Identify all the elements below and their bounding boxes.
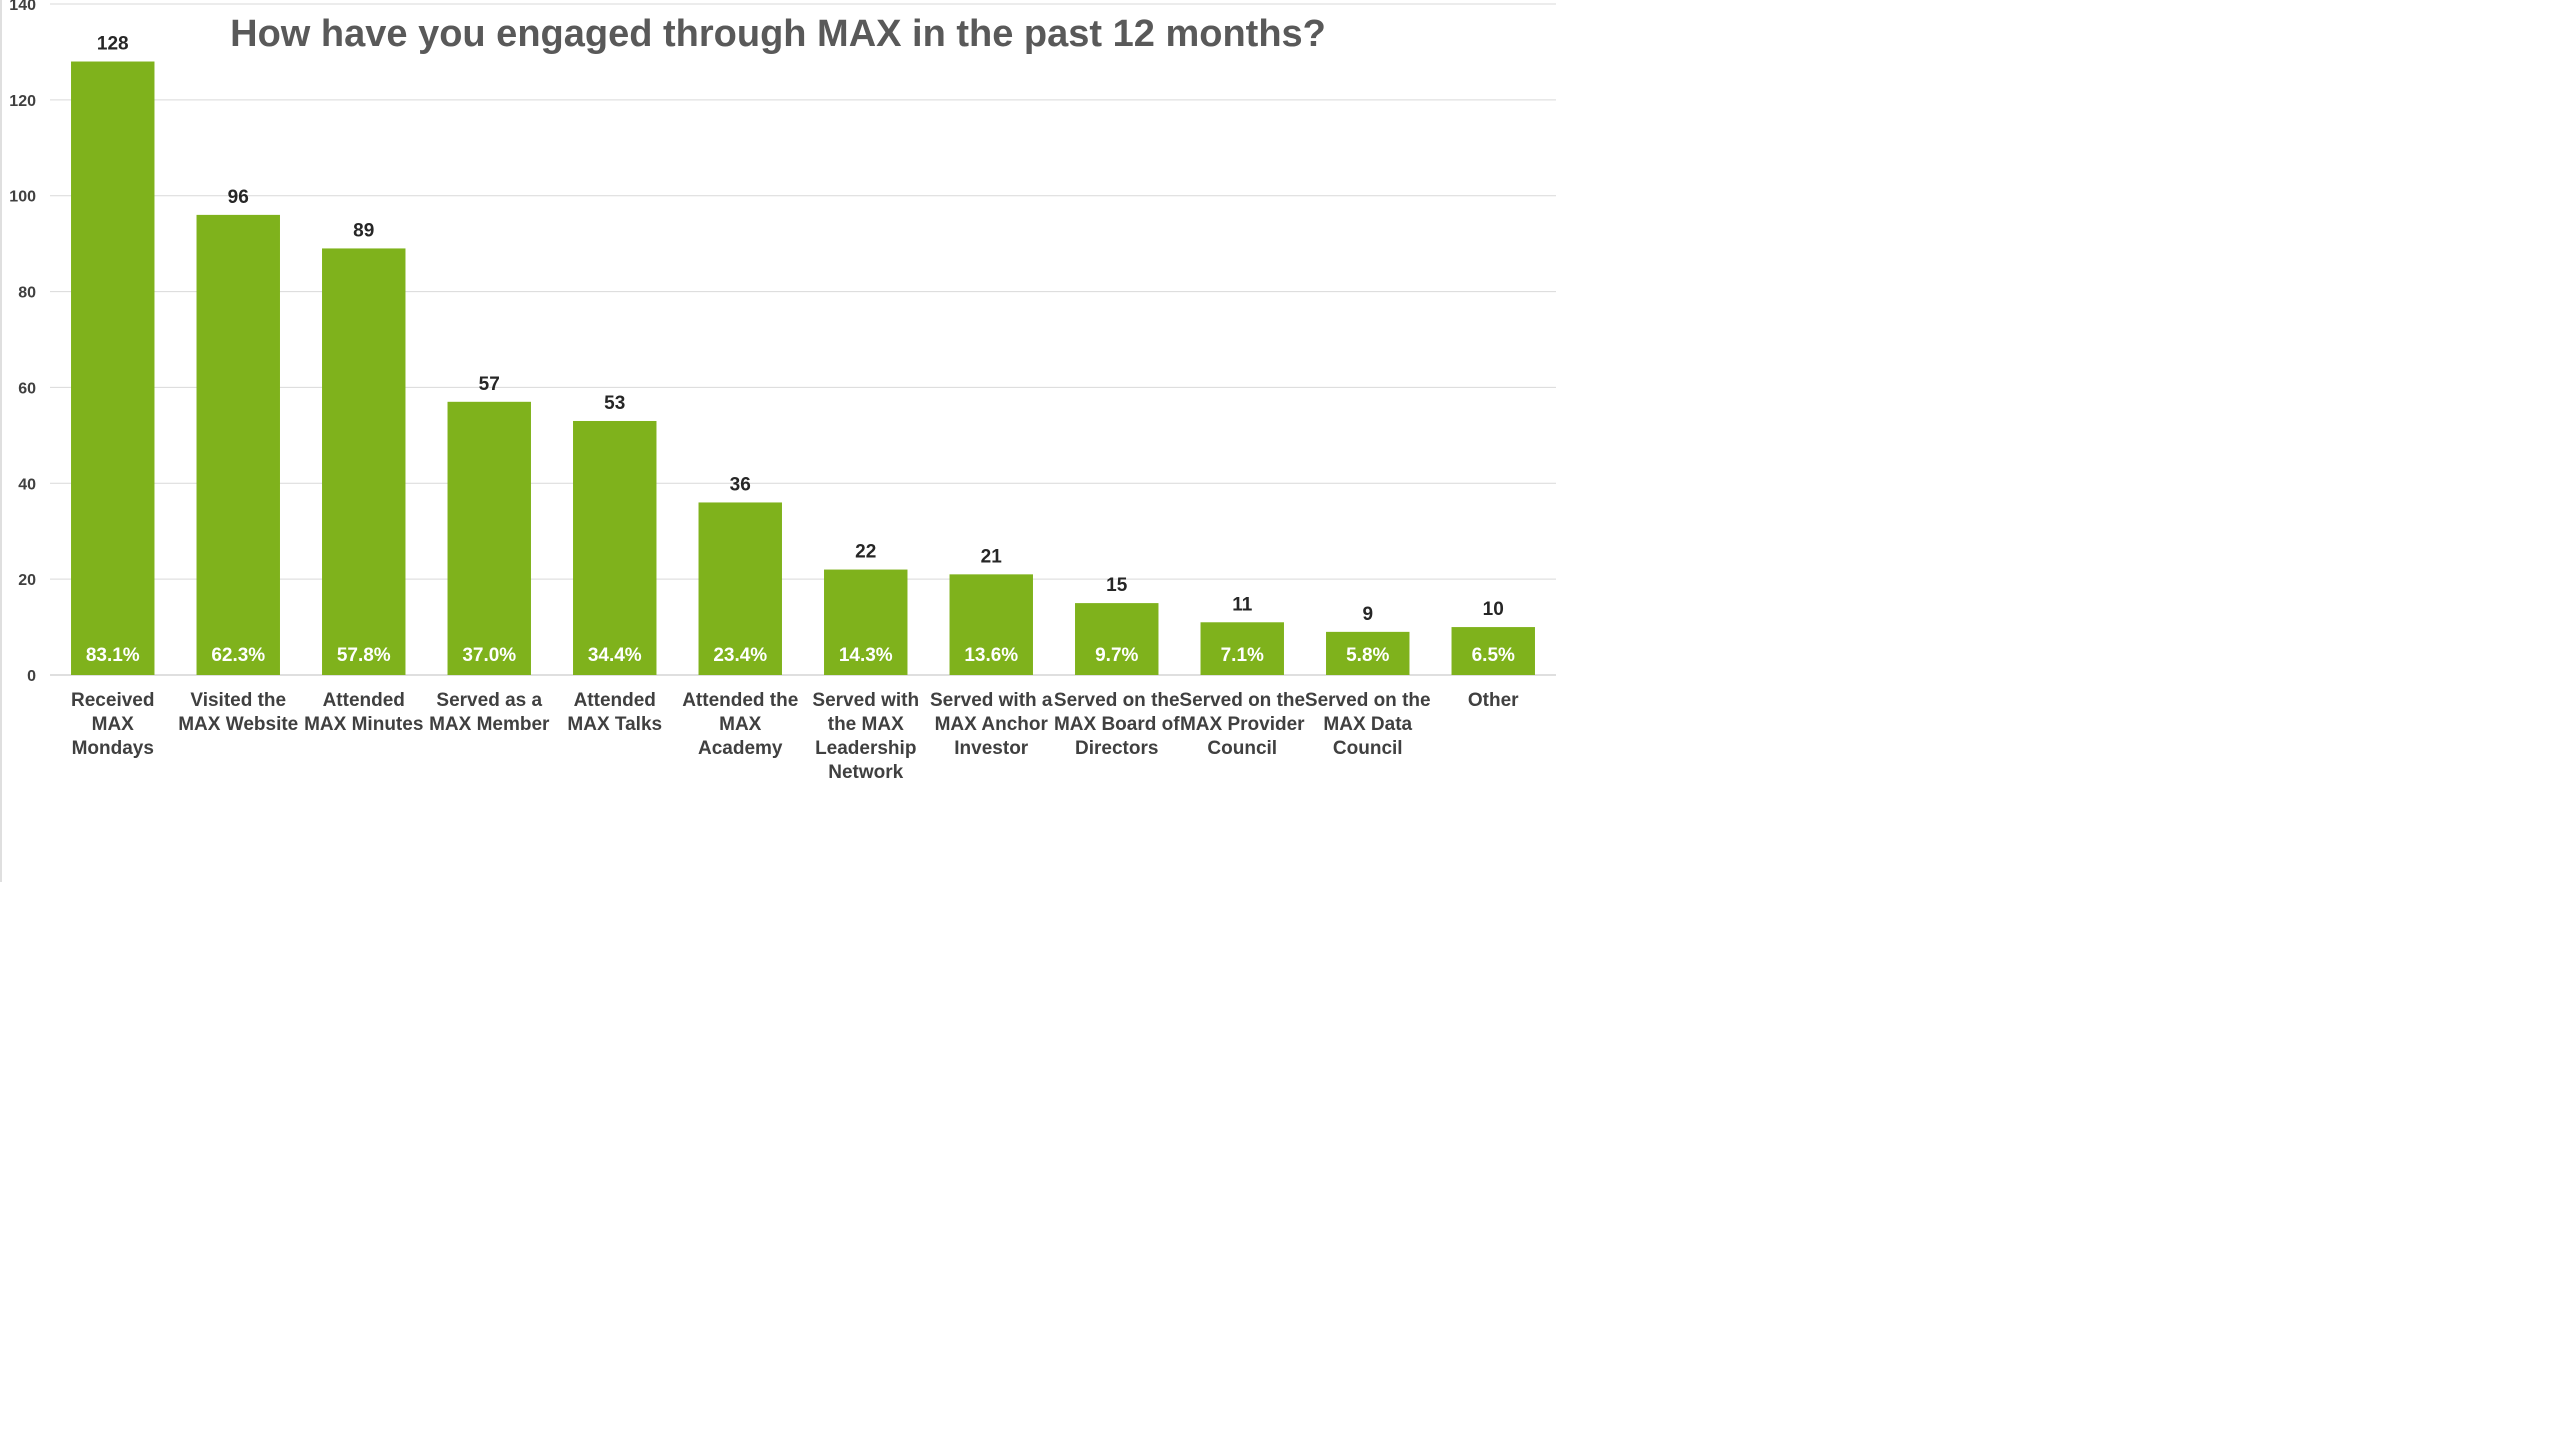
bar bbox=[573, 420, 657, 675]
y-tick-label: 100 bbox=[9, 189, 36, 206]
x-category-label: Mondays bbox=[72, 738, 154, 759]
bar-percent-label: 34.4% bbox=[588, 645, 642, 666]
x-category-label: MAX bbox=[719, 714, 762, 735]
bar-percent-label: 9.7% bbox=[1095, 645, 1138, 666]
y-tick-label: 60 bbox=[18, 380, 36, 397]
bar bbox=[71, 61, 155, 676]
x-category-label: MAX bbox=[92, 714, 135, 735]
x-category-label: MAX Board of bbox=[1054, 714, 1180, 735]
y-tick-label: 120 bbox=[9, 93, 36, 110]
percent-labels: 83.1% 62.3% 57.8% 37.0% 34.4% 23.4% 14.3% 13.6%… bbox=[86, 645, 1515, 666]
bar bbox=[824, 569, 908, 675]
x-category-label: Served on the bbox=[1305, 690, 1431, 711]
bar-value-label: 15 bbox=[1106, 575, 1128, 596]
bar-value-label: 21 bbox=[981, 546, 1003, 567]
bar-percent-label: 13.6% bbox=[964, 645, 1018, 666]
x-category-label: Served with bbox=[812, 690, 919, 711]
value-labels: 128 96 89 57 53 36 22 21 15 11 9 10 bbox=[97, 34, 1504, 625]
x-category-label: MAX Minutes bbox=[304, 714, 423, 735]
bar-percent-label: 83.1% bbox=[86, 645, 140, 666]
bars bbox=[71, 61, 1535, 676]
bar-percent-label: 23.4% bbox=[713, 645, 767, 666]
bar-chart: 0 20 40 60 80 100 120 140 128 96 89 57 53 36 22 21 15 11… bbox=[0, 0, 1556, 882]
bar bbox=[949, 574, 1033, 675]
x-category-label: Other bbox=[1468, 690, 1519, 711]
y-axis-ticks: 0 20 40 60 80 100 120 140 bbox=[9, 0, 36, 685]
x-category-label: MAX Member bbox=[429, 714, 550, 735]
x-category-label: Council bbox=[1207, 738, 1277, 759]
x-category-label: Directors bbox=[1075, 738, 1158, 759]
y-tick-label: 0 bbox=[27, 668, 36, 685]
bar-percent-label: 6.5% bbox=[1472, 645, 1515, 666]
x-category-label: Council bbox=[1333, 738, 1403, 759]
x-category-label: Served as a bbox=[436, 690, 542, 711]
bar bbox=[196, 214, 280, 675]
x-category-label: MAX Website bbox=[178, 714, 298, 735]
x-category-label: Served with a bbox=[930, 690, 1053, 711]
bar-value-label: 57 bbox=[479, 374, 500, 395]
bar-value-label: 10 bbox=[1483, 599, 1504, 620]
bar-value-label: 22 bbox=[855, 542, 876, 563]
x-category-label: MAX Provider bbox=[1180, 714, 1305, 735]
x-category-label: Attended bbox=[574, 690, 656, 711]
x-category-label: MAX Data bbox=[1323, 714, 1412, 735]
x-category-label: Served on the bbox=[1179, 690, 1305, 711]
x-axis-labels: Received MAX Mondays Visited the MAX Website… bbox=[71, 690, 1519, 783]
bar bbox=[1200, 622, 1284, 675]
bar-value-label: 9 bbox=[1362, 604, 1373, 625]
bar bbox=[447, 401, 531, 675]
x-category-label: MAX Anchor bbox=[935, 714, 1049, 735]
x-category-label: Served on the bbox=[1054, 690, 1180, 711]
y-tick-label: 40 bbox=[18, 476, 36, 493]
bar bbox=[698, 502, 782, 675]
x-category-label: Leadership bbox=[815, 738, 916, 759]
y-tick-label: 20 bbox=[18, 572, 36, 589]
bar-percent-label: 37.0% bbox=[462, 645, 516, 666]
x-category-label: Attended the bbox=[682, 690, 798, 711]
x-category-label: the MAX bbox=[828, 714, 904, 735]
y-tick-label: 140 bbox=[9, 0, 36, 14]
x-category-label: Network bbox=[828, 762, 903, 783]
bar-value-label: 11 bbox=[1232, 594, 1253, 615]
bar bbox=[322, 248, 406, 675]
y-tick-label: 80 bbox=[18, 285, 36, 302]
x-category-label: MAX Talks bbox=[567, 714, 662, 735]
bar bbox=[1326, 631, 1410, 675]
x-category-label: Attended bbox=[323, 690, 405, 711]
bar-value-label: 96 bbox=[228, 187, 249, 208]
gridlines bbox=[50, 3, 1556, 676]
bar bbox=[1075, 603, 1159, 675]
x-category-label: Visited the bbox=[190, 690, 286, 711]
bar bbox=[1451, 627, 1535, 675]
chart-container: 0 20 40 60 80 100 120 140 128 96 89 57 53 36 22 21 15 11… bbox=[0, 0, 1568, 882]
chart-title: How have you engaged through MAX in the … bbox=[230, 13, 1326, 55]
bar-value-label: 128 bbox=[97, 34, 129, 55]
bar-value-label: 53 bbox=[604, 393, 625, 414]
bar-percent-label: 7.1% bbox=[1221, 645, 1264, 666]
bar-percent-label: 5.8% bbox=[1346, 645, 1389, 666]
x-category-label: Academy bbox=[698, 738, 783, 759]
x-category-label: Investor bbox=[954, 738, 1029, 759]
x-category-label: Received bbox=[71, 690, 154, 711]
bar-percent-label: 57.8% bbox=[337, 645, 391, 666]
bar-value-label: 89 bbox=[353, 220, 374, 241]
bar-percent-label: 62.3% bbox=[211, 645, 265, 666]
bar-percent-label: 14.3% bbox=[839, 645, 893, 666]
bar-value-label: 36 bbox=[730, 474, 751, 495]
